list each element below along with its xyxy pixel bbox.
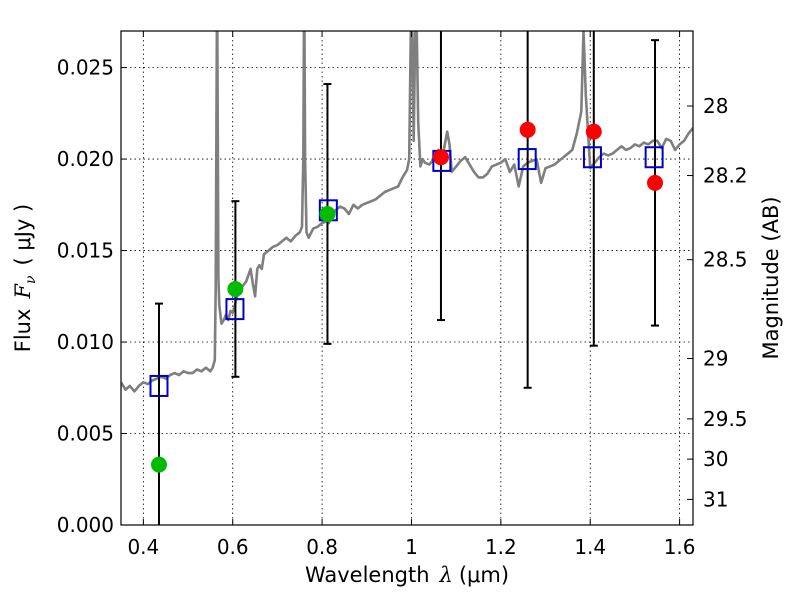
y2-tick-label: 28.5 (703, 248, 748, 272)
model-flux-square (225, 298, 245, 321)
y-tick-label: 0.025 (57, 56, 114, 80)
y-axis-title-text: Flux (11, 309, 35, 353)
x-tick-label: 1.2 (485, 535, 517, 559)
y2-tick-label: 29.5 (703, 407, 748, 431)
y-tick-label: 0.000 (57, 513, 114, 537)
y-tick-label: 0.015 (57, 239, 114, 263)
x-tick-label: 0.8 (306, 535, 338, 559)
x-axis-title-symbol: λ (439, 563, 453, 587)
observed-flux-point (227, 280, 244, 297)
observed-flux-point (585, 123, 602, 140)
tick-marks (121, 31, 693, 526)
y-tick-label: 0.020 (57, 147, 114, 171)
y-axis-title-unit: ( μJy ) (11, 204, 35, 266)
observed-flux-point (519, 121, 536, 138)
observed-flux-point (647, 174, 664, 191)
spectrum-line (121, 31, 693, 393)
x-tick-label: 0.6 (217, 535, 249, 559)
y-tick-label: 0.010 (57, 330, 114, 354)
x-tick-label: 0.4 (127, 535, 159, 559)
plot-frame (120, 30, 694, 526)
y2-tick-label: 28 (703, 94, 728, 118)
y-axis-title: Flux Fν ( μJy ) (11, 204, 39, 352)
x-tick-label: 1.6 (664, 535, 696, 559)
x-tick-label: 1.4 (574, 535, 606, 559)
x-axis-title-unit: (μm) (459, 563, 509, 587)
plot-background (121, 31, 693, 525)
observed-flux-point (319, 205, 336, 222)
y-axis-title-subscript: ν (23, 275, 39, 284)
y2-tick-label: 30 (703, 447, 728, 471)
y2-axis-title: Magnitude (AB) (759, 196, 783, 359)
y2-tick-label: 29 (703, 347, 728, 371)
observed-flux-point (432, 149, 449, 166)
tick-labels: 0.4 0.6 0.8 1 1.2 1.4 1.6 0.000 0.005 0.010 0.015 0… (57, 56, 748, 559)
x-axis-title: Wavelength λ (μm) (305, 563, 509, 587)
data-layer (121, 31, 693, 525)
x-axis-title-text: Wavelength (305, 563, 430, 587)
y2-tick-label: 31 (703, 487, 728, 511)
observed-flux-point (150, 456, 167, 473)
y2-tick-label: 28.2 (703, 164, 748, 188)
model-flux-square (149, 374, 169, 397)
model-flux-square (517, 148, 537, 171)
model-flux-square (582, 146, 602, 169)
x-tick-label: 1 (405, 535, 418, 559)
y-tick-label: 0.005 (57, 422, 114, 446)
y-axis-title-symbol: F (11, 283, 35, 300)
model-flux-square (644, 146, 664, 169)
